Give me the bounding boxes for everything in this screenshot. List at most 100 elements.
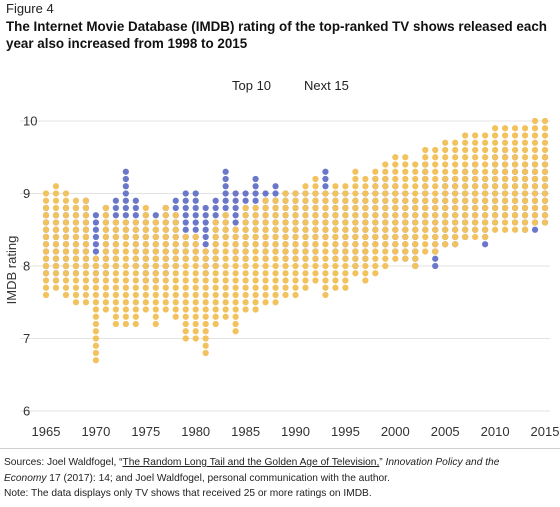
data-point — [212, 241, 219, 248]
data-point — [152, 306, 159, 313]
data-point — [482, 161, 489, 168]
data-point — [302, 241, 309, 248]
data-point — [462, 168, 469, 175]
data-point — [222, 175, 229, 183]
data-point — [122, 262, 129, 270]
data-point — [402, 204, 409, 212]
chart-plot: 6 7 8 9 10 1965 1970 1975 1980 1985 1990 1995 2000 2… — [4, 114, 559, 440]
data-point — [202, 342, 209, 349]
data-point — [282, 197, 289, 204]
data-point — [521, 154, 529, 161]
data-point — [342, 262, 349, 270]
data-point — [322, 284, 329, 291]
data-point — [222, 277, 229, 284]
data-point — [322, 175, 329, 183]
data-point — [352, 241, 359, 248]
data-point — [222, 241, 229, 248]
data-point — [262, 291, 269, 299]
data-point — [112, 313, 119, 320]
data-point — [342, 284, 349, 291]
data-point — [462, 219, 469, 226]
x-tick-1990: 1990 — [281, 424, 310, 439]
data-point — [432, 212, 439, 219]
data-point — [252, 233, 259, 241]
data-point — [192, 270, 199, 277]
data-point — [192, 284, 199, 291]
data-point — [202, 241, 209, 248]
data-point — [272, 190, 279, 197]
data-point — [132, 262, 139, 270]
data-point — [132, 204, 139, 212]
data-point — [72, 277, 80, 284]
data-point — [382, 241, 389, 248]
data-point — [511, 226, 519, 233]
data-point — [382, 262, 389, 270]
data-point — [332, 190, 339, 197]
data-point — [482, 241, 489, 248]
data-point — [292, 248, 299, 255]
data-point — [62, 212, 70, 219]
data-point — [202, 255, 209, 262]
data-point — [82, 299, 90, 306]
data-point — [192, 190, 199, 197]
data-point — [252, 197, 259, 204]
data-point — [282, 248, 289, 255]
series-next-15 — [42, 117, 549, 364]
data-point — [192, 219, 199, 226]
data-point — [242, 219, 249, 226]
data-point — [452, 233, 459, 241]
data-point — [322, 255, 329, 262]
data-point — [92, 342, 99, 349]
data-point — [52, 197, 60, 204]
data-point — [282, 270, 289, 277]
data-point — [292, 226, 299, 233]
data-point — [172, 313, 179, 320]
data-point — [202, 212, 209, 219]
data-point — [372, 233, 379, 241]
source-article-link[interactable]: The Random Long Tail and the Golden Age … — [122, 457, 380, 468]
data-point — [172, 248, 179, 255]
data-point — [482, 197, 489, 204]
data-point — [492, 168, 499, 175]
data-point — [462, 139, 469, 146]
data-point — [452, 183, 459, 190]
data-point — [492, 146, 499, 154]
data-point — [362, 248, 369, 255]
data-point — [272, 219, 279, 226]
data-point — [212, 226, 219, 233]
data-point — [352, 255, 359, 262]
data-point — [122, 270, 129, 277]
footer-divider — [0, 448, 560, 449]
legend-label-top-10: Top 10 — [232, 78, 272, 93]
data-point — [232, 306, 239, 313]
data-point — [482, 139, 489, 146]
data-point — [372, 241, 379, 248]
data-point — [182, 219, 189, 226]
data-point — [422, 146, 429, 154]
data-point — [192, 306, 199, 313]
data-point — [382, 212, 389, 219]
data-point — [422, 183, 429, 190]
data-point — [92, 306, 99, 313]
data-point — [412, 241, 419, 248]
data-point — [182, 212, 189, 219]
data-point — [282, 204, 289, 212]
data-point — [511, 168, 519, 175]
data-point — [412, 204, 419, 212]
data-point — [402, 197, 409, 204]
data-point — [292, 241, 299, 248]
data-point — [242, 204, 249, 212]
data-point — [452, 197, 459, 204]
data-point — [182, 262, 189, 270]
data-point — [492, 226, 499, 233]
data-point — [382, 183, 389, 190]
data-point — [402, 241, 409, 248]
data-point — [112, 270, 119, 277]
data-point — [212, 291, 219, 299]
data-point — [222, 262, 229, 270]
data-point — [102, 204, 109, 212]
data-point — [392, 190, 399, 197]
data-point — [322, 190, 329, 197]
data-point — [102, 255, 109, 262]
data-point — [152, 277, 159, 284]
